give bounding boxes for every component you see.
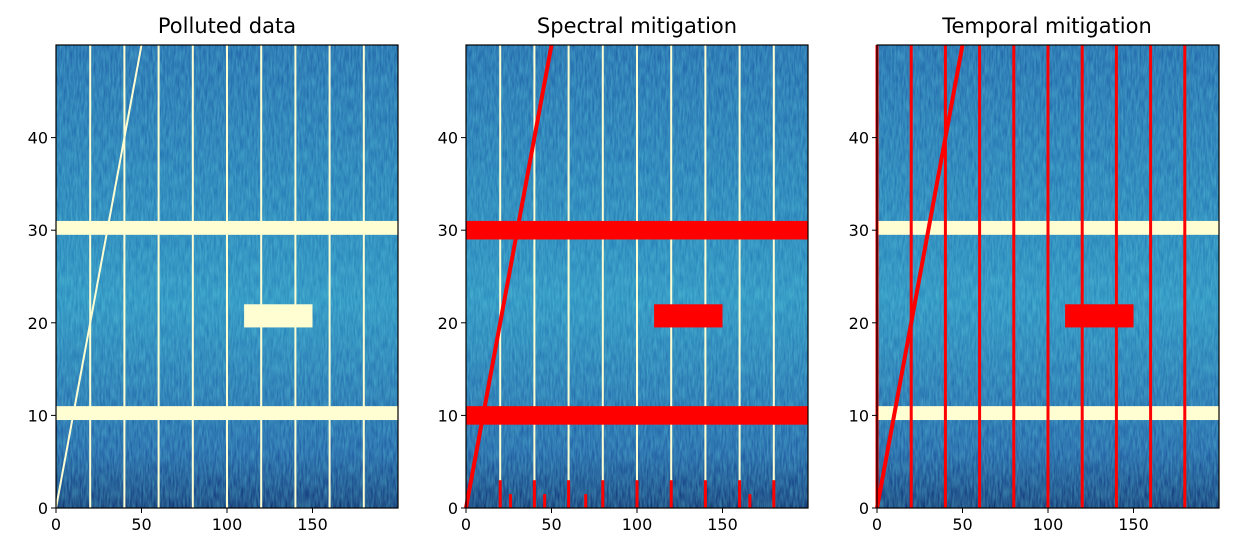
x-tick-label: 150 xyxy=(1118,515,1149,534)
diagonal-line xyxy=(55,44,143,509)
y-tick-label: 10 xyxy=(438,406,458,425)
y-tick-label: 30 xyxy=(438,221,458,240)
x-tick-label: 100 xyxy=(622,515,653,534)
y-tick-label: 40 xyxy=(438,129,458,148)
x-tick-label: 0 xyxy=(872,515,882,534)
y-tick-label: 30 xyxy=(28,221,48,240)
mask-stick xyxy=(543,494,547,508)
mask-stick xyxy=(772,480,776,508)
y-tick-label: 20 xyxy=(438,314,458,333)
mask-stick xyxy=(498,480,502,508)
x-tick-label: 50 xyxy=(541,515,561,534)
y-tick-label: 10 xyxy=(849,406,869,425)
mask-stick xyxy=(738,480,742,508)
mask-stick xyxy=(748,494,752,508)
mask-stick xyxy=(635,480,639,508)
diagonal-line xyxy=(875,44,965,509)
diagonal-line xyxy=(464,44,554,509)
y-tick-label: 40 xyxy=(849,129,869,148)
horizontal-band xyxy=(466,406,808,425)
x-tick-label: 0 xyxy=(461,515,471,534)
interference-block xyxy=(244,304,313,328)
panel-title: Spectral mitigation xyxy=(537,14,737,38)
panel-spectral: Spectral mitigation 0 50 100 150 0 10 20 30 40 xyxy=(438,14,809,534)
mask-stick xyxy=(703,480,707,508)
x-tick-label: 100 xyxy=(1033,515,1064,534)
y-tick-label: 10 xyxy=(28,406,48,425)
y-tick-label: 0 xyxy=(38,499,48,518)
panel-polluted: Polluted data 0 50 100 150 0 10 20 30 40 xyxy=(28,14,399,534)
y-tick-label: 20 xyxy=(849,314,869,333)
horizontal-band xyxy=(466,220,808,240)
mask-stick xyxy=(601,480,605,508)
x-tick-label: 150 xyxy=(707,515,738,534)
panel-title: Temporal mitigation xyxy=(941,14,1152,38)
interference-block xyxy=(1065,304,1134,328)
mask-stick xyxy=(567,480,571,508)
mask-stick xyxy=(669,480,673,508)
y-tick-label: 20 xyxy=(28,314,48,333)
x-tick-label: 0 xyxy=(51,515,61,534)
y-tick-label: 40 xyxy=(28,129,48,148)
y-tick-label: 30 xyxy=(849,221,869,240)
x-tick-label: 50 xyxy=(952,515,972,534)
mask-stick xyxy=(584,494,588,508)
y-tick-label: 0 xyxy=(859,499,869,518)
mask-stick xyxy=(532,480,536,508)
x-tick-label: 50 xyxy=(131,515,151,534)
y-tick-label: 0 xyxy=(448,499,458,518)
interference-block xyxy=(654,304,723,328)
panel-title: Polluted data xyxy=(158,14,296,38)
panel-temporal: Temporal mitigation 0 50 100 150 0 10 20 30 40 xyxy=(849,14,1220,534)
mask-stick xyxy=(508,494,512,508)
x-tick-label: 100 xyxy=(212,515,243,534)
x-tick-label: 150 xyxy=(297,515,328,534)
